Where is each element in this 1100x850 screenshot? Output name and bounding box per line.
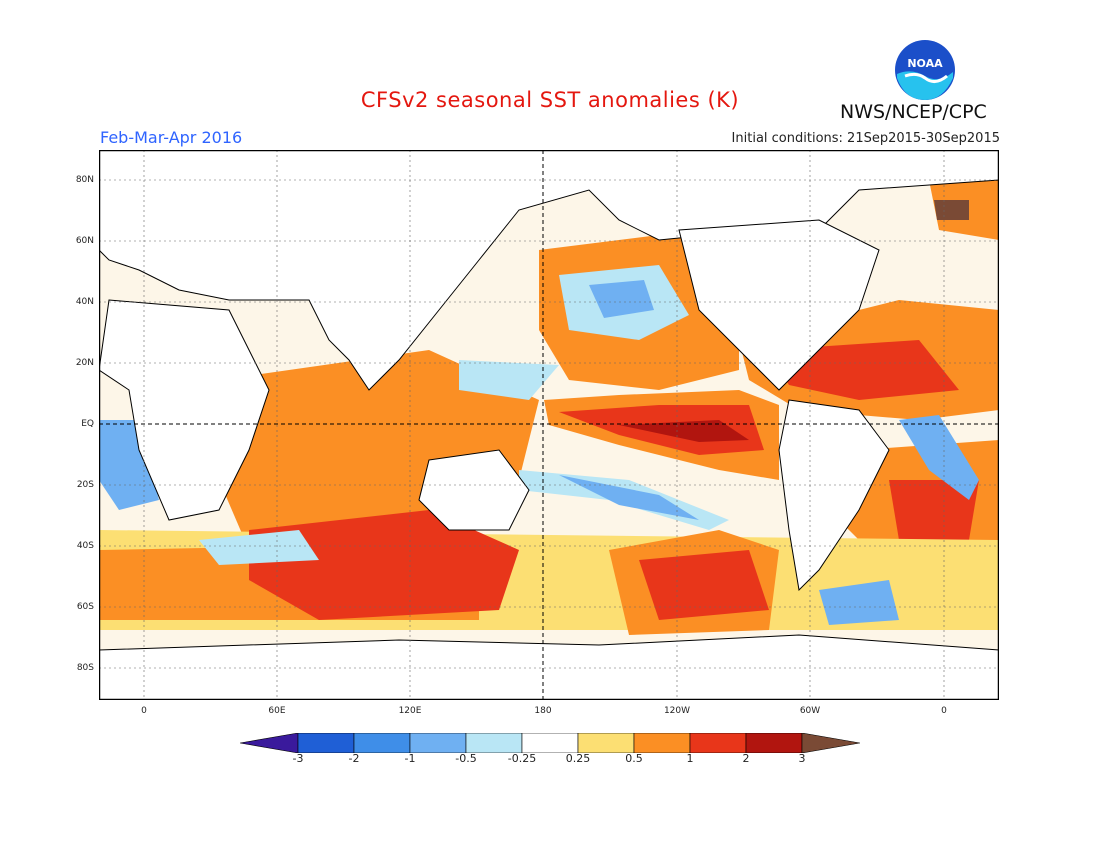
colorbar-label: 2 bbox=[742, 752, 750, 765]
continent-australia bbox=[418, 449, 530, 531]
noaa-logo-icon: NOAA bbox=[895, 40, 955, 100]
continent-north-america bbox=[678, 219, 880, 391]
colorbar-swatch bbox=[353, 733, 411, 753]
lat-label: 80N bbox=[75, 175, 94, 185]
colorbar-swatch bbox=[689, 733, 747, 753]
lon-label: 60W bbox=[799, 706, 821, 716]
colorbar-swatch bbox=[465, 733, 523, 753]
colorbar-label: -1 bbox=[404, 752, 416, 765]
lon-label: 0 bbox=[941, 706, 947, 716]
anomaly-fields bbox=[99, 180, 999, 635]
continent-antarctica bbox=[99, 634, 999, 700]
colorbar-swatch bbox=[521, 733, 579, 753]
colorbar-swatch bbox=[577, 733, 635, 753]
lat-label: EQ bbox=[81, 419, 94, 429]
colorbar-label: -3 bbox=[292, 752, 304, 765]
lat-label: 80S bbox=[76, 663, 94, 673]
colorbar-swatch bbox=[240, 733, 299, 753]
colorbar-swatch bbox=[633, 733, 691, 753]
initial-conditions: Initial conditions: 21Sep2015-30Sep2015 bbox=[731, 131, 1000, 146]
land-masses bbox=[99, 150, 999, 700]
colorbar-label: 3 bbox=[798, 752, 806, 765]
lon-label: 120W bbox=[663, 706, 691, 716]
colorbar-swatch bbox=[409, 733, 467, 753]
lon-label: 0 bbox=[141, 706, 147, 716]
season-label: Feb-Mar-Apr 2016 bbox=[100, 128, 243, 147]
lat-label: 40N bbox=[75, 297, 94, 307]
colorbar-label: -0.25 bbox=[507, 752, 537, 765]
sst-anomaly-map bbox=[99, 150, 999, 700]
lat-label: 20S bbox=[76, 480, 94, 490]
colorbar-swatch bbox=[297, 733, 355, 753]
lon-label: 120E bbox=[398, 706, 422, 716]
lat-label: 60S bbox=[76, 602, 94, 612]
map-title: CFSv2 seasonal SST anomalies (K) bbox=[360, 88, 740, 112]
agency-label: NWS/NCEP/CPC bbox=[840, 101, 987, 123]
gridlines bbox=[99, 150, 999, 700]
lon-label: 180 bbox=[534, 706, 552, 716]
colorbar-label: 0.25 bbox=[565, 752, 591, 765]
colorbar-label: 0.5 bbox=[625, 752, 643, 765]
colorbar bbox=[240, 733, 860, 753]
colorbar-label: -0.5 bbox=[455, 752, 477, 765]
lat-label: 40S bbox=[76, 541, 94, 551]
logo-text: NOAA bbox=[907, 57, 943, 70]
continent-africa bbox=[99, 299, 270, 521]
colorbar-label: 1 bbox=[686, 752, 694, 765]
lat-label: 20N bbox=[75, 358, 94, 368]
colorbar-swatch bbox=[745, 733, 803, 753]
lat-label: 60N bbox=[75, 236, 94, 246]
colorbar-swatch bbox=[801, 733, 860, 753]
lon-label: 60E bbox=[268, 706, 286, 716]
equator-and-dateline bbox=[99, 150, 999, 700]
continent-south-america bbox=[778, 399, 890, 592]
colorbar-label: -2 bbox=[348, 752, 360, 765]
